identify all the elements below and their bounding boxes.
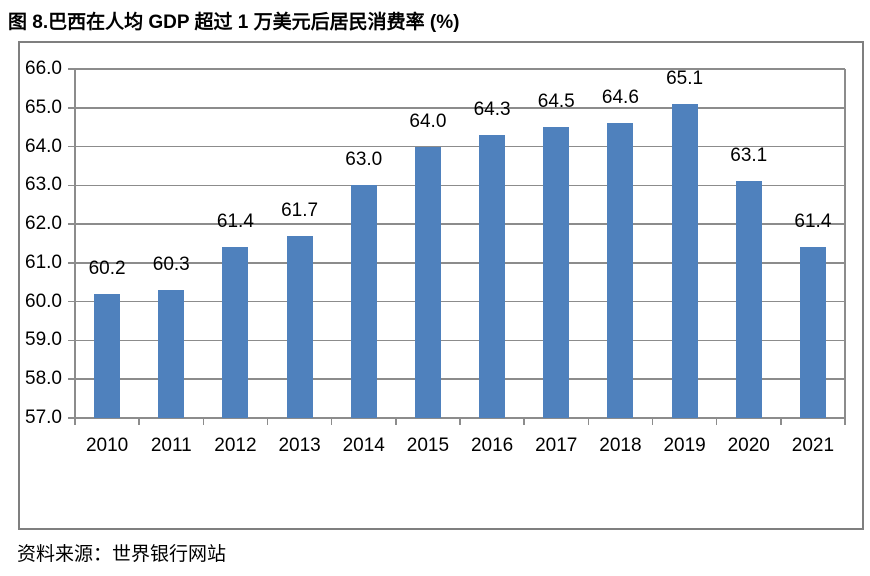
x-axis-label: 2015 (406, 435, 450, 456)
x-axis-label: 2019 (663, 435, 706, 456)
bar (735, 181, 762, 418)
bar (94, 293, 121, 418)
x-axis-tick (266, 418, 269, 425)
x-axis-label: 2021 (791, 435, 835, 456)
y-axis-tick (68, 378, 75, 380)
bar-value-label: 60.3 (152, 254, 190, 276)
bar (286, 235, 313, 418)
x-axis-label: 2020 (727, 435, 770, 456)
y-gridline (75, 262, 845, 264)
y-axis-tick (68, 300, 75, 303)
bar (350, 185, 377, 418)
x-axis-tick (587, 418, 590, 425)
bar (414, 146, 441, 418)
x-axis-label: 2012 (214, 435, 257, 456)
x-axis-label: 2014 (342, 435, 385, 456)
chart-area: 57.0 58.0 59.0 60.0 61.0 62.0 63.0 64.0 65.0 66.0… (18, 41, 864, 530)
x-axis-label: 2018 (599, 435, 642, 456)
y-gridline (75, 68, 845, 70)
bar-value-label: 64.6 (601, 87, 639, 109)
y-axis-label: 60.0 (25, 290, 62, 312)
bar (607, 123, 634, 418)
x-axis-label: 2010 (85, 435, 129, 456)
x-axis-label: 2016 (470, 435, 514, 456)
x-axis-label: 2013 (278, 435, 321, 456)
x-axis-tick (74, 418, 76, 425)
source-note: 资料来源：世界银行网站 (17, 544, 227, 565)
bar-value-label: 61.4 (216, 211, 254, 233)
x-axis-tick (715, 418, 718, 425)
bar-value-label: 64.0 (409, 110, 447, 132)
bar-value-label: 61.4 (794, 211, 832, 233)
y-gridline (75, 184, 845, 187)
x-axis-tick (459, 418, 461, 425)
x-axis-tick (202, 418, 205, 425)
y-axis-label: 62.0 (25, 213, 62, 235)
x-axis-label: 2017 (535, 435, 578, 456)
x-axis-tick (138, 418, 140, 425)
y-gridline (75, 378, 845, 380)
y-axis-tick (68, 145, 75, 148)
x-axis-tick (780, 418, 782, 425)
plot-right-border (844, 69, 846, 418)
y-axis-label: 57.0 (25, 407, 62, 428)
y-gridline (75, 300, 845, 303)
y-axis-label: 65.0 (25, 96, 62, 118)
bar-value-label: 64.5 (537, 91, 575, 113)
y-axis-tick (68, 262, 75, 264)
bar (799, 247, 826, 418)
y-axis-tick (68, 107, 75, 109)
bar-value-label: 63.0 (345, 149, 383, 171)
y-gridline (75, 145, 845, 148)
y-axis-label: 66.0 (25, 58, 62, 79)
y-gridline (75, 107, 845, 109)
bar-value-label: 65.1 (666, 67, 704, 89)
bar-value-label: 60.2 (88, 257, 126, 279)
y-axis-label: 58.0 (25, 368, 62, 390)
bar (479, 134, 506, 418)
bar (158, 290, 185, 418)
bar (222, 247, 249, 418)
x-axis-tick (330, 418, 333, 425)
y-axis-label: 63.0 (25, 174, 62, 196)
bar-value-label: 61.7 (281, 199, 319, 221)
x-axis-tick (844, 418, 846, 425)
bar-value-label: 63.1 (730, 145, 768, 167)
y-axis-tick (68, 417, 75, 419)
bar (543, 127, 570, 418)
y-axis-tick (68, 184, 75, 187)
y-axis-tick (68, 223, 75, 225)
x-axis-label: 2011 (150, 435, 192, 456)
x-axis-tick (651, 418, 654, 425)
y-axis-tick (68, 68, 75, 70)
x-axis-tick (523, 418, 525, 425)
y-axis-label: 61.0 (25, 251, 62, 273)
y-axis-label: 59.0 (25, 329, 62, 351)
y-axis-label: 64.0 (25, 135, 62, 157)
y-gridline (75, 339, 845, 342)
bar-value-label: 64.3 (473, 98, 511, 120)
x-axis-tick (395, 418, 397, 425)
y-axis-line (74, 69, 76, 418)
y-axis-tick (68, 339, 75, 342)
bar (671, 103, 698, 418)
y-gridline (75, 223, 845, 225)
figure-title: 图 8.巴西在人均 GDP 超过 1 万美元后居民消费率 (%) (8, 12, 460, 33)
